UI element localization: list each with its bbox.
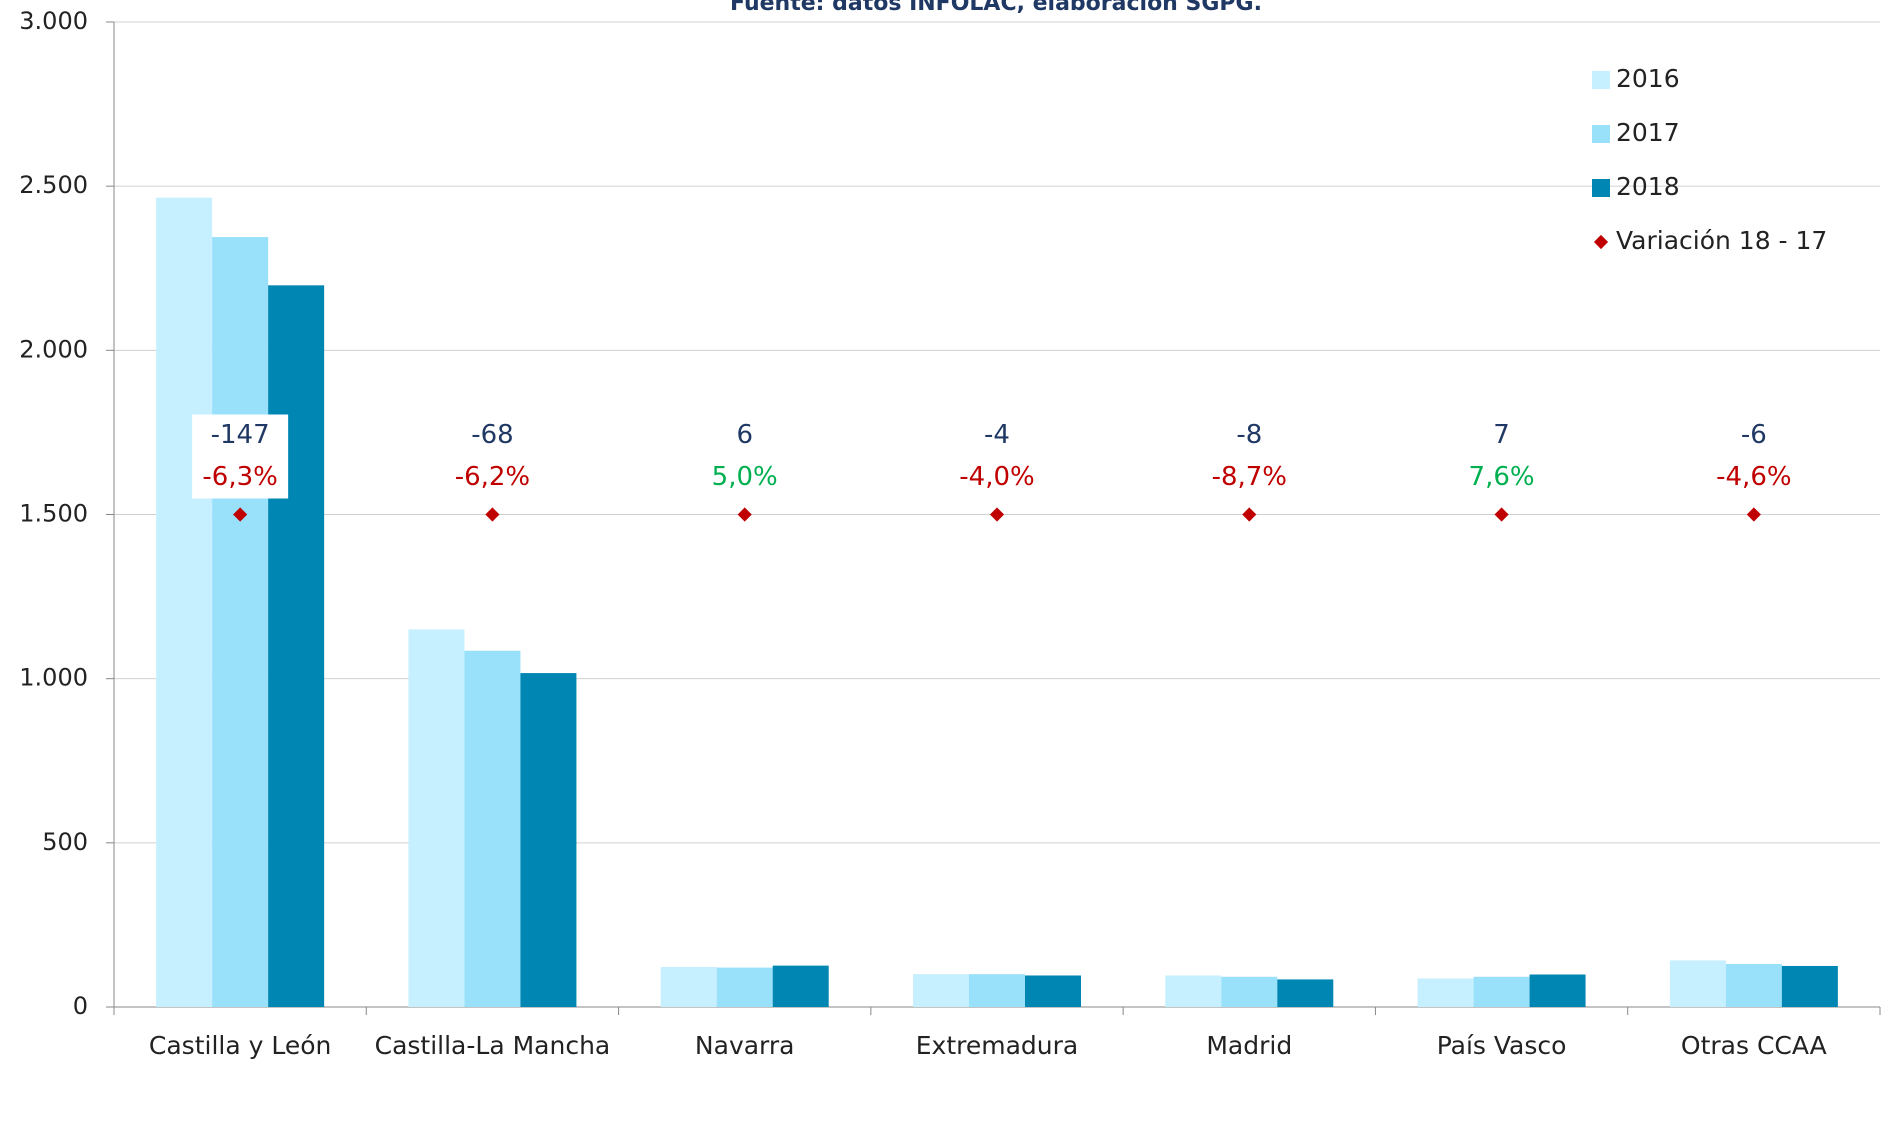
- legend-label: Variación 18 - 17: [1616, 226, 1827, 255]
- variation-pct-label: -4,6%: [1716, 462, 1791, 492]
- bar: [1277, 979, 1334, 1007]
- variation-marker: [737, 507, 752, 522]
- bar: [772, 965, 829, 1007]
- label-box: [949, 414, 1045, 499]
- bar: [1529, 974, 1586, 1007]
- label-box: [1705, 414, 1802, 499]
- legend-label: 2016: [1616, 64, 1680, 93]
- x-tick-label: Castilla y León: [149, 1031, 331, 1060]
- bar: [1781, 965, 1838, 1007]
- label-box: [192, 414, 289, 499]
- bar: [1725, 963, 1782, 1007]
- legend-swatch: [1592, 71, 1610, 89]
- variation-pct-label: -6,2%: [455, 462, 530, 492]
- bar: [1165, 975, 1222, 1007]
- variation-label: -147: [211, 420, 270, 450]
- label-box: [696, 414, 793, 499]
- y-tick-label: 1.500: [19, 500, 88, 528]
- variation-marker: [1494, 507, 1509, 522]
- bar: [913, 974, 969, 1007]
- variation-marker: [989, 507, 1005, 522]
- variation-marker: [233, 507, 248, 522]
- y-tick-label: 2.000: [19, 335, 88, 363]
- x-tick-label: Extremadura: [916, 1031, 1079, 1060]
- bar: [464, 650, 521, 1007]
- legend-label: 2017: [1616, 118, 1680, 147]
- variation-pct-label: 7,6%: [1469, 462, 1535, 492]
- x-tick-label: Otras CCAA: [1681, 1031, 1827, 1060]
- x-tick-label: País Vasco: [1437, 1031, 1567, 1060]
- variation-pct-label: -4,0%: [959, 462, 1034, 492]
- legend-swatch: [1592, 179, 1610, 197]
- bar: [408, 629, 465, 1007]
- bar: [156, 197, 213, 1008]
- bar: [1473, 976, 1530, 1007]
- variation-pct-label: -8,7%: [1212, 462, 1287, 492]
- bar: [660, 966, 717, 1007]
- bar: [520, 673, 577, 1007]
- y-tick-label: 500: [42, 828, 88, 856]
- legend-label: 2018: [1616, 172, 1680, 201]
- bar: [212, 237, 269, 1007]
- bar: [1669, 960, 1726, 1007]
- y-tick-label: 2.500: [19, 171, 88, 199]
- legend-marker: [1593, 234, 1609, 250]
- variation-marker: [1242, 507, 1257, 522]
- variation-pct-label: 5,0%: [712, 462, 778, 492]
- variation-pct-label: -6,3%: [202, 462, 277, 492]
- bar: [969, 974, 1025, 1007]
- x-tick-label: Castilla-La Mancha: [375, 1031, 611, 1060]
- x-tick-label: Navarra: [695, 1031, 795, 1060]
- variation-marker: [485, 507, 500, 522]
- x-tick-label: Madrid: [1206, 1031, 1292, 1060]
- variation-label: -68: [471, 420, 513, 450]
- variation-label: 6: [736, 420, 753, 450]
- bar: [1417, 978, 1474, 1007]
- variation-label: -4: [984, 420, 1010, 450]
- bar: [716, 967, 773, 1007]
- variation-label: -8: [1236, 420, 1262, 450]
- variation-label: 7: [1493, 420, 1510, 450]
- y-tick-label: 0: [73, 992, 88, 1020]
- bar: [1025, 975, 1081, 1007]
- bar: [268, 285, 325, 1007]
- bar: [1221, 976, 1278, 1007]
- label-box: [1201, 414, 1298, 499]
- chart-subtitle: Fuente: datos INFOLAC, elaboración SGPG.: [730, 0, 1262, 16]
- label-box: [1453, 414, 1550, 499]
- variation-marker: [1746, 507, 1761, 522]
- label-box: [444, 414, 541, 499]
- legend-swatch: [1592, 125, 1610, 143]
- variation-label: -6: [1741, 420, 1767, 450]
- y-tick-label: 3.000: [19, 7, 88, 35]
- y-tick-label: 1.000: [19, 664, 88, 692]
